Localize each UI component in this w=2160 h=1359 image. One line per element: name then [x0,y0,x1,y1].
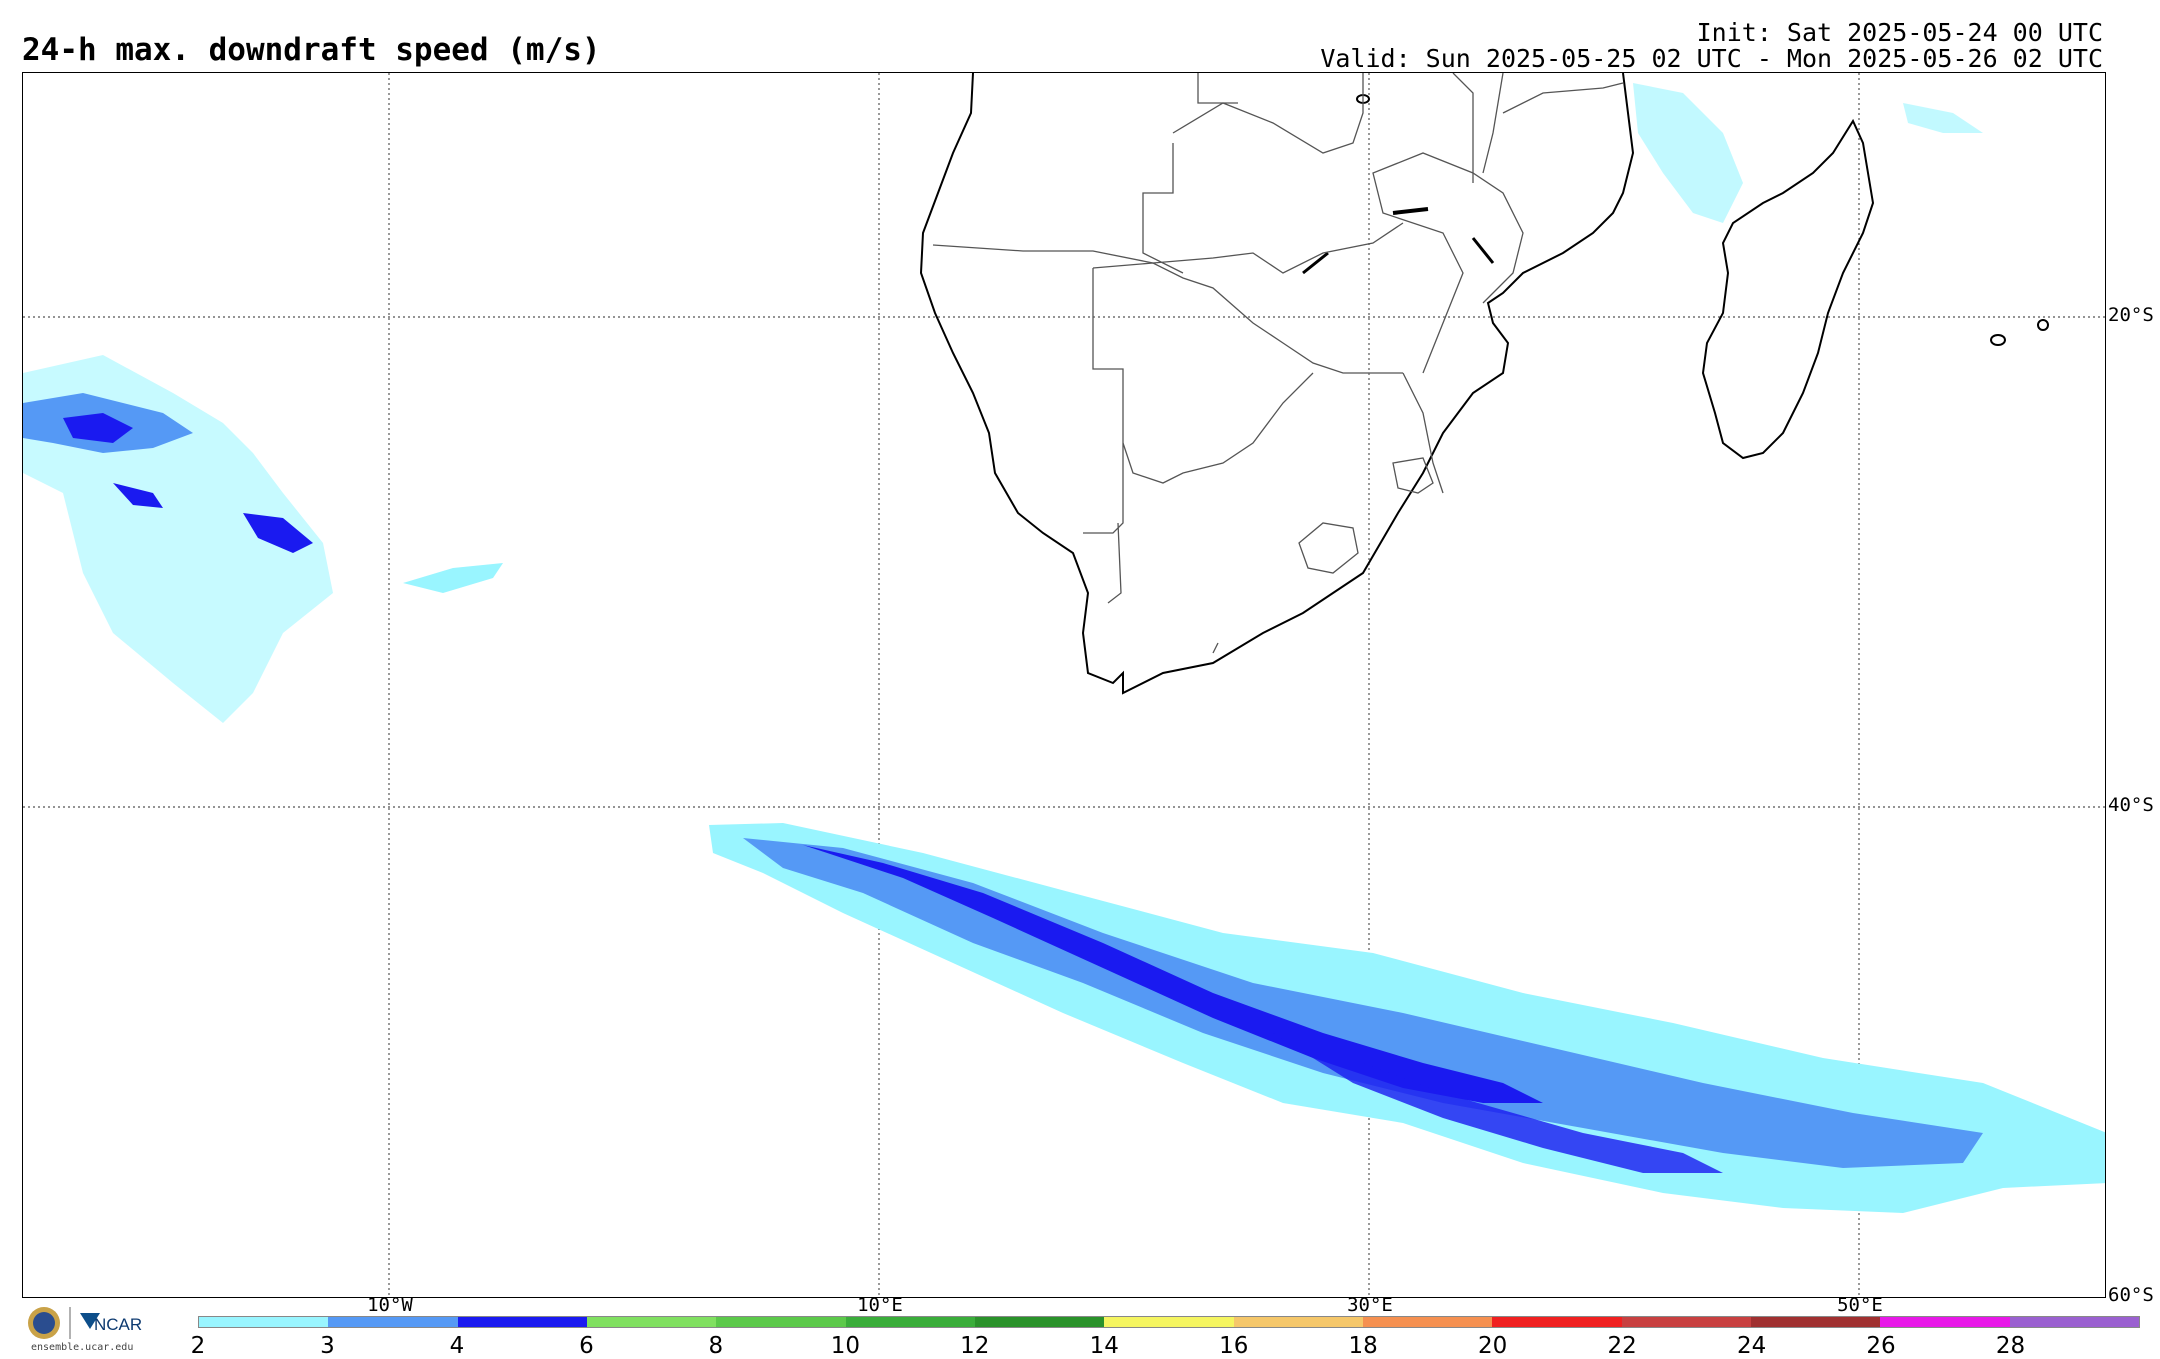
colorbar-tick-label: 6 [579,1333,594,1359]
logo-url: ensemble.ucar.edu [31,1342,134,1353]
colorbar-segment [1492,1317,1622,1327]
colorbar [198,1316,2140,1328]
nsf-ncar-logo: NCAR [28,1307,142,1339]
colorbar-tick-label: 20 [1478,1333,1508,1359]
colorbar-segment [1880,1317,2010,1327]
lon-label-10e: 10°E [857,1294,903,1316]
colorbar-tick-label: 18 [1348,1333,1378,1359]
colorbar-segment [199,1317,329,1327]
colorbar-segment [1621,1317,1751,1327]
time-info: Init: Sat 2025-05-24 00 UTC Valid: Sun 2… [1320,20,2103,72]
colorbar-segment [845,1317,975,1327]
colorbar-segment [1104,1317,1234,1327]
colorbar-segment [974,1317,1105,1327]
colorbar-tick-label: 22 [1607,1333,1637,1359]
colorbar-tick-label: 14 [1089,1333,1119,1359]
lat-label-20s: 20°S [2108,304,2154,326]
colorbar-tick-label: 24 [1736,1333,1767,1359]
colorbar-tick-label: 2 [190,1333,206,1359]
colorbar-tick-label: 8 [708,1333,724,1359]
colorbar-tick-label: 12 [960,1333,990,1359]
map-panel [22,72,2106,1298]
lat-label-40s: 40°S [2108,794,2154,816]
colorbar-segment [1362,1317,1493,1327]
coastlines [919,73,2049,695]
colorbar-tick-label: 26 [1866,1333,1896,1359]
map-canvas [23,73,2105,1297]
colorbar-segment [457,1317,587,1327]
downdraft-patches-west [23,355,503,723]
valid-time: Valid: Sun 2025-05-25 02 UTC - Mon 2025-… [1320,44,2103,73]
colorbar-segment [1233,1317,1363,1327]
ncar-wordmark: NCAR [94,1315,142,1334]
colorbar-tick-label: 10 [830,1333,860,1359]
lat-label-60s: 60°S [2108,1284,2154,1306]
colorbar-segment [586,1317,717,1327]
colorbar-segment [716,1317,846,1327]
colorbar-tick-label: 28 [1995,1333,2026,1359]
init-time: Init: Sat 2025-05-24 00 UTC [1696,18,2103,47]
lon-label-10w: 10°W [367,1294,413,1316]
colorbar-segment [2009,1317,2139,1327]
ncar-mark-icon [80,1313,100,1329]
country-borders [932,73,1624,654]
lon-label-50e: 50°E [1837,1294,1883,1316]
colorbar-segment [328,1317,458,1327]
colorbar-tick-label: 4 [449,1333,465,1359]
colorbar-tick-label: 3 [320,1333,335,1359]
downdraft-patches-ne [1633,83,1983,223]
colorbar-labels: 2 3 4 6 8 10 12 14 16 18 20 22 24 26 28 [191,1333,2140,1359]
colorbar-tick-label: 16 [1219,1333,1249,1359]
colorbar-segment [1750,1317,1881,1327]
lon-label-30e: 30°E [1347,1294,1393,1316]
downdraft-band [709,823,2105,1213]
map-title: 24-h max. downdraft speed (m/s) [22,32,601,68]
